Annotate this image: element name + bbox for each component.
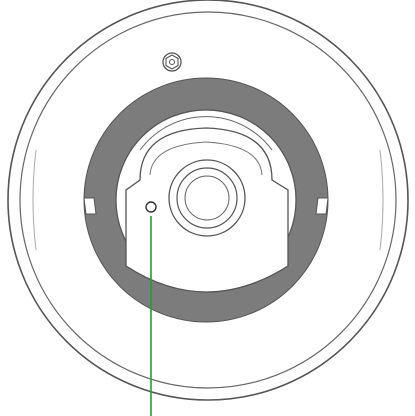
- housing-arc: [139, 116, 273, 151]
- outer-rim: [7, 0, 409, 401]
- lens-module-inner: [149, 141, 263, 176]
- inner-rim: [19, 11, 397, 389]
- screw-icon: [162, 52, 182, 72]
- lens-module: [125, 127, 289, 293]
- rim-seam-right: [379, 149, 384, 251]
- lens-inner-ring: [184, 175, 230, 221]
- reset-hole: [145, 201, 157, 213]
- band-notch-left: [83, 197, 97, 215]
- rim-seam-left: [32, 149, 37, 251]
- lens-middle-ring: [176, 167, 238, 229]
- band-notch-right: [315, 197, 329, 215]
- lens-outer-ring: [168, 159, 246, 237]
